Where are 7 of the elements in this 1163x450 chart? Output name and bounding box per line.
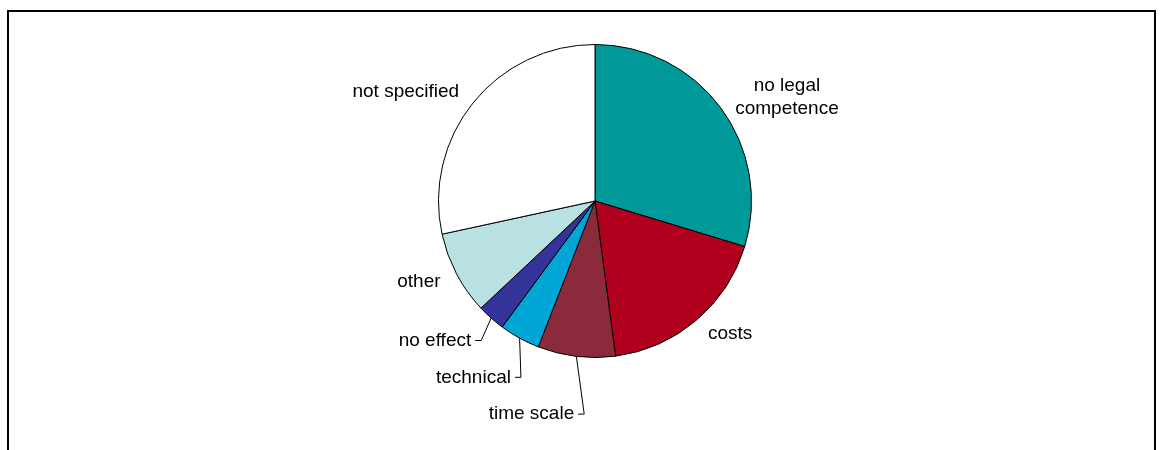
slice-label: other	[397, 270, 442, 292]
slice-label: technical	[435, 365, 511, 387]
slice-label: costs	[707, 322, 753, 344]
slice-label: time scale	[488, 402, 575, 424]
slice-label: no legal competence	[735, 73, 839, 118]
slice-label: no effect	[398, 328, 472, 350]
slice-label: not specified	[352, 79, 460, 101]
